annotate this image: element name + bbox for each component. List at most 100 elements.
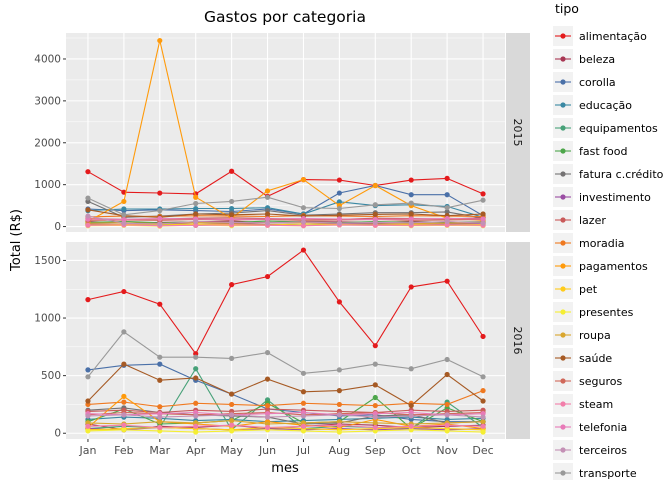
legend-key-point: [560, 286, 566, 292]
legend-label: equipamentos: [579, 122, 658, 135]
data-point: [300, 177, 307, 183]
data-point: [336, 216, 342, 222]
data-point: [193, 400, 199, 406]
legend-key-point: [560, 194, 566, 200]
legend-label: seguros: [579, 375, 622, 388]
data-point: [300, 400, 307, 406]
data-point: [121, 216, 127, 223]
data-point: [300, 413, 307, 419]
x-axis: Jan Feb Mar Apr May Jun Jul Aug Sep Oct Nov Dec: [78, 439, 494, 457]
data-point: [229, 422, 235, 428]
legend-label: alimentação: [579, 30, 647, 43]
series-line: [87, 363, 484, 407]
legend-label: steam: [579, 398, 613, 411]
series-line: [87, 40, 484, 222]
data-point: [444, 401, 450, 408]
legend-label: educação: [579, 99, 632, 112]
data-point: [444, 356, 450, 363]
data-point: [480, 429, 486, 435]
series-line: [87, 426, 484, 431]
legend-item: corolla: [553, 72, 616, 92]
data-point: [85, 195, 91, 201]
data-point: [85, 222, 91, 228]
legend-label: transporte: [579, 467, 637, 480]
data-point: [480, 423, 486, 429]
data-point: [121, 212, 127, 218]
legend-label: moradia: [579, 237, 625, 250]
series-line: [87, 184, 484, 217]
data-point: [121, 220, 127, 226]
y-axis-label: Total (R$): [9, 209, 24, 272]
data-point: [85, 413, 91, 419]
data-point: [229, 168, 235, 174]
data-point: [121, 427, 127, 433]
data-point: [444, 205, 450, 211]
legend-item: equipamentos: [553, 118, 658, 138]
legend-item: telefonia: [553, 417, 627, 437]
y-tick-label: 3000: [34, 95, 61, 107]
x-tick-label: Sep: [365, 444, 386, 457]
data-point: [336, 205, 342, 212]
legend-item: lazer: [553, 210, 606, 230]
series-line: [87, 215, 484, 218]
data-point: [300, 423, 307, 429]
series-line: [87, 408, 484, 414]
legend-item: presentes: [553, 302, 634, 322]
legend-key-point: [560, 217, 566, 223]
data-point: [121, 206, 127, 212]
series-line: [87, 201, 484, 218]
legend-key-point: [560, 148, 566, 154]
series-line: [87, 218, 484, 220]
data-point: [480, 374, 486, 380]
data-point: [229, 428, 235, 434]
y-tick-label: 1000: [34, 179, 61, 191]
data-point: [372, 382, 378, 388]
legend-key-point: [560, 447, 566, 453]
data-point: [229, 198, 235, 205]
data-point: [193, 354, 199, 360]
data-point: [229, 212, 235, 218]
data-point: [336, 401, 342, 408]
data-point: [229, 355, 235, 361]
legend-item: pet: [553, 279, 598, 299]
series-saúde: [85, 361, 486, 409]
x-tick-label: Apr: [186, 444, 206, 457]
facet-strip: [506, 33, 530, 232]
x-tick-label: Jan: [78, 444, 96, 457]
legend-label: pet: [579, 283, 598, 296]
series-terceiros: [85, 213, 486, 227]
series-line: [87, 414, 484, 418]
data-point: [121, 288, 127, 295]
data-point: [408, 216, 414, 222]
data-point: [121, 412, 127, 418]
data-point: [85, 367, 91, 373]
data-point: [85, 297, 91, 303]
data-point: [193, 429, 199, 435]
data-point: [480, 191, 486, 197]
data-point: [157, 377, 163, 383]
y-tick-label: 2000: [34, 137, 61, 149]
data-point: [408, 284, 414, 290]
data-point: [444, 278, 450, 284]
data-point: [408, 192, 414, 198]
data-point: [480, 197, 486, 203]
legend-label: presentes: [579, 306, 634, 319]
data-point: [480, 220, 486, 226]
legend-item: steam: [553, 394, 613, 414]
data-point: [372, 202, 378, 208]
data-point: [480, 398, 486, 404]
facet-panels: 0 1000 2000 3000 4000 2015 0 500 1000 1500 2016: [34, 33, 530, 440]
data-point: [121, 329, 127, 335]
legend-item: investimento: [553, 187, 651, 207]
data-point: [193, 222, 199, 228]
data-point: [229, 417, 235, 424]
legend-key-point: [560, 79, 566, 85]
legend-item: alimentação: [553, 26, 647, 46]
series-line: [87, 218, 484, 221]
series-line: [87, 249, 484, 355]
data-point: [336, 199, 342, 205]
panel-background: [66, 242, 505, 439]
data-point: [372, 420, 378, 426]
data-point: [157, 190, 163, 196]
data-point: [372, 361, 378, 367]
